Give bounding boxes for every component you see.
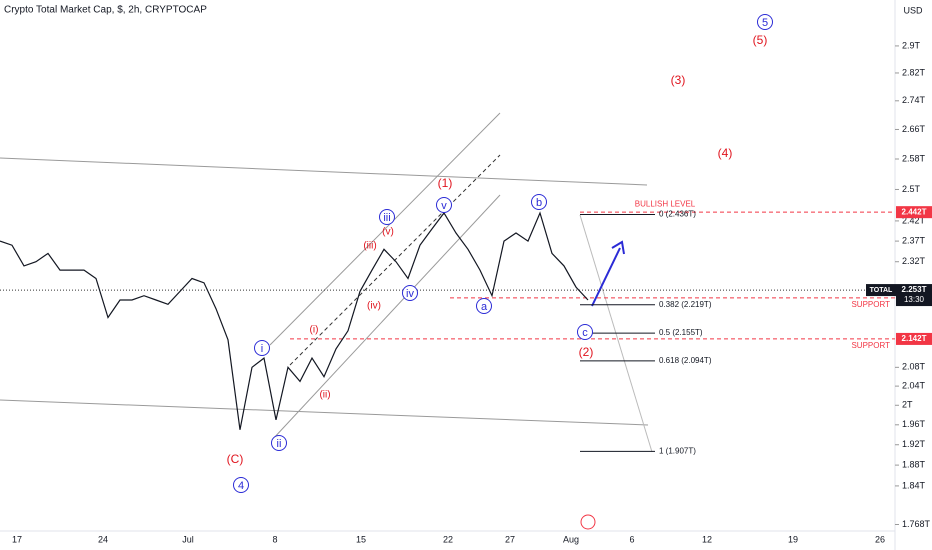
x-tick-label: 19 — [788, 534, 798, 544]
y-tick-label: 1.88T — [902, 459, 926, 469]
current-price-box — [896, 284, 932, 307]
title: Crypto Total Market Cap, $, 2h, CRYPTOCA… — [4, 5, 207, 16]
x-tick-label: 24 — [98, 534, 108, 544]
wave-circle — [577, 324, 593, 340]
wave-label: (i) — [310, 325, 319, 336]
level-label: 2.442T — [902, 207, 927, 216]
level-note: SUPPORT — [851, 341, 890, 350]
x-tick-label: Aug — [563, 534, 579, 544]
wave-label: iii — [383, 212, 390, 224]
channel-line — [271, 194, 501, 441]
fib-label: 0.5 (2.155T) — [659, 328, 703, 337]
current-box — [866, 284, 896, 297]
x-tick-label: 8 — [272, 534, 277, 544]
wave-circle — [402, 285, 418, 301]
fib-label: 0.618 (2.094T) — [659, 356, 712, 365]
wave-label: i — [261, 343, 263, 355]
wave-label: b — [536, 197, 542, 209]
y-tick-label: 1.92T — [902, 439, 926, 449]
wave-circle — [254, 340, 270, 356]
wave-circle — [233, 477, 249, 493]
y-tick-label: 2.42T — [902, 215, 926, 225]
wave-label: (iv) — [367, 301, 381, 312]
currency: USD — [903, 5, 923, 15]
wave-circle — [757, 14, 773, 30]
y-tick-label: 2T — [902, 400, 913, 410]
channel-line — [0, 157, 648, 186]
x-tick-label: 26 — [875, 534, 885, 544]
y-tick-label: 2.37T — [902, 235, 926, 245]
level-label: 2.142T — [902, 334, 927, 343]
wave-label: c — [582, 327, 588, 339]
y-tick-label: 2.08T — [902, 362, 926, 372]
event-icon — [580, 514, 596, 530]
wave-label: (ii) — [319, 390, 330, 401]
wave-label: (4) — [718, 146, 733, 160]
current-label: 2.253T — [902, 285, 927, 294]
wave-label: 4 — [238, 480, 244, 492]
wave-label: a — [481, 301, 488, 313]
fib-label: 0 (2.436T) — [659, 210, 696, 219]
wave-label: v — [441, 200, 447, 212]
y-tick-label: 2.66T — [902, 124, 926, 134]
fib-label: 1 (1.907T) — [659, 446, 696, 455]
y-tick-label: 2.9T — [902, 40, 921, 50]
fib-label: 0.382 (2.219T) — [659, 300, 712, 309]
level-note: BULLISH LEVEL — [635, 199, 696, 208]
y-tick-label: 2.5T — [902, 184, 921, 194]
wave-label: (C) — [227, 452, 244, 466]
wave-label: (iii) — [363, 241, 376, 252]
wave-circle — [271, 435, 287, 451]
arrow — [591, 247, 621, 307]
wave-label: ii — [277, 438, 282, 450]
wave-label: (v) — [382, 227, 394, 238]
x-tick-label: 6 — [629, 534, 634, 544]
wave-label: (1) — [438, 176, 453, 190]
current-name: TOTAL — [870, 287, 893, 294]
wave-circle — [476, 298, 492, 314]
x-tick-label: 12 — [702, 534, 712, 544]
wave-circle — [379, 209, 395, 225]
level-box — [896, 206, 932, 219]
wave-label: (2) — [579, 345, 594, 359]
arrow-head — [611, 240, 625, 255]
wave-circle — [531, 194, 547, 210]
y-tick-label: 2.32T — [902, 256, 926, 266]
channel-line — [269, 112, 501, 346]
wave-label: (3) — [671, 73, 686, 87]
x-tick-label: Jul — [182, 534, 194, 544]
x-tick-label: 22 — [443, 534, 453, 544]
wave-label: iv — [406, 288, 414, 300]
y-tick-label: 2.04T — [902, 380, 926, 390]
y-tick-label: 2.58T — [902, 153, 926, 163]
y-tick-label: 2.82T — [902, 67, 926, 77]
wave-circle — [436, 197, 452, 213]
wave-label: 5 — [762, 17, 768, 29]
x-tick-label: 15 — [356, 534, 366, 544]
channel-line — [0, 399, 649, 426]
y-tick-label: 2.74T — [902, 95, 926, 105]
y-tick-label: 1.96T — [902, 419, 926, 429]
x-tick-label: 17 — [12, 534, 22, 544]
level-note: SUPPORT — [851, 300, 890, 309]
level-box — [896, 332, 932, 345]
wave-label: (5) — [753, 33, 768, 47]
y-tick-label: 1.84T — [902, 480, 926, 490]
x-tick-label: 27 — [505, 534, 515, 544]
current-time: 13:30 — [904, 295, 925, 304]
y-tick-label: 1.768T — [902, 519, 931, 529]
price-line — [0, 211, 589, 430]
